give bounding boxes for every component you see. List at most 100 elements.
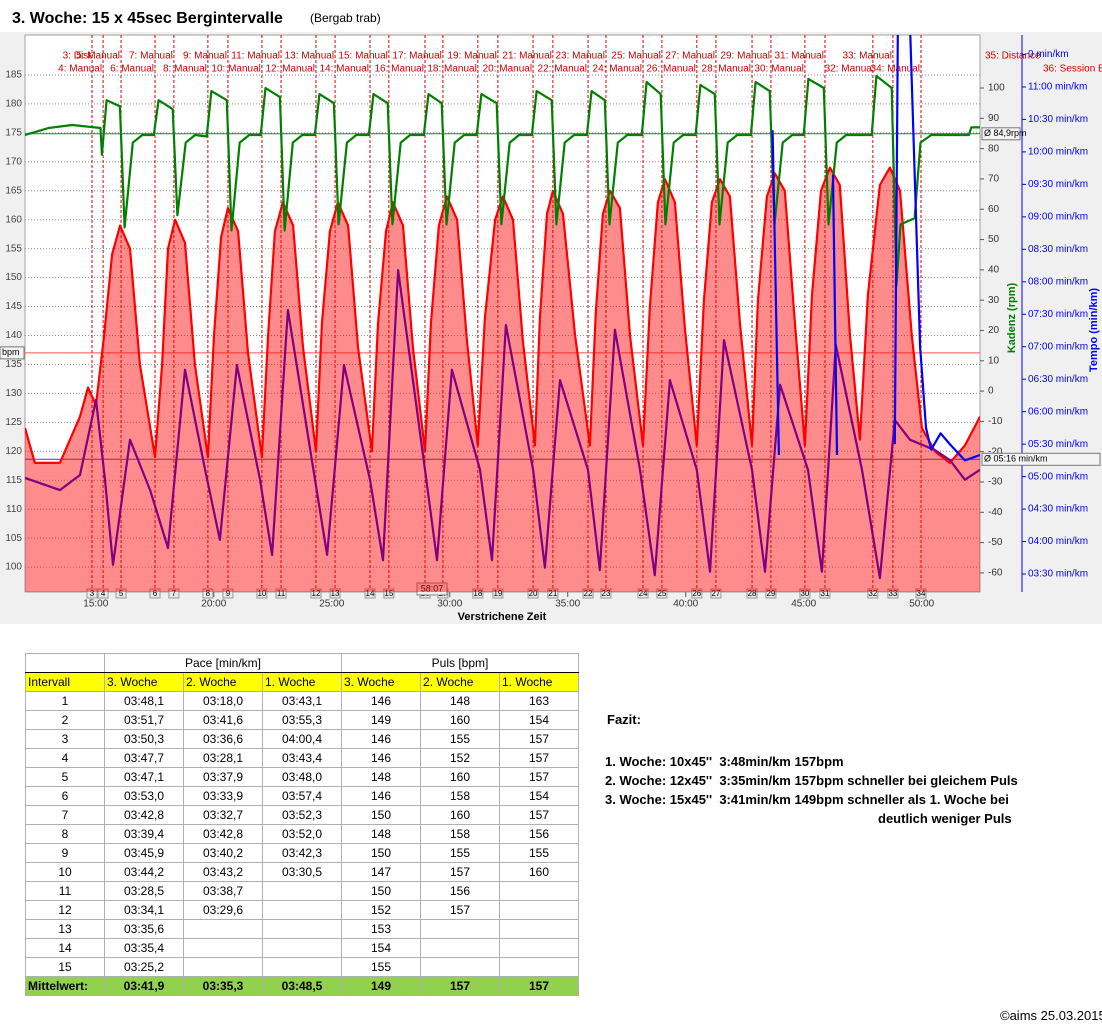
y-tick-label: 100 — [5, 562, 22, 573]
lap-number-box — [310, 588, 322, 599]
copyright: ©aims 25.03.2015 — [1000, 1008, 1102, 1023]
y2-tick-label: 40 — [988, 265, 1000, 276]
lap-number: 23 — [602, 589, 611, 598]
table-cell: 03:35,3 — [183, 976, 263, 996]
y3-tick-label: 04:30 min/km — [1028, 504, 1088, 515]
reference-label-box — [981, 452, 1101, 466]
table-cell — [262, 938, 342, 958]
lap-number-box — [710, 588, 722, 599]
y3-tick-label: 11:00 min/km — [1028, 82, 1087, 93]
table-cell: 03:34,1 — [104, 900, 184, 920]
lap-number: 9 — [226, 589, 231, 598]
table-cell: 03:30,5 — [262, 862, 342, 882]
table-cell: 11 — [25, 881, 105, 901]
lap-marker-label: 18: Manual — [427, 64, 476, 75]
table-row: 2 03:51,7 03:41,6 03:55,3 149 160 154 — [25, 710, 579, 730]
table-cell — [183, 957, 263, 977]
table-cell: 5 — [25, 767, 105, 787]
lap-number: 25 — [657, 589, 666, 598]
lap-marker-label: 32: Manua — [825, 64, 873, 75]
table-cell: 03:42,8 — [183, 824, 263, 844]
lap-marker-label: 15: Manual — [338, 51, 387, 62]
table-cell — [499, 919, 579, 939]
table-cell: 155 — [499, 843, 579, 863]
y2-tick-label: 100 — [988, 83, 1005, 94]
y-tick-label: 125 — [5, 417, 22, 428]
table-row: 4 03:47,7 03:28,1 03:43,4 146 152 157 — [25, 748, 579, 768]
y3-tick-label: 05:30 min/km — [1028, 439, 1088, 450]
lap-number: 4 — [101, 589, 106, 598]
y-tick-label: 150 — [5, 272, 22, 283]
line — [25, 269, 980, 580]
y2-tick-label: 70 — [988, 174, 1000, 185]
lap-marker-label: 10: Manual — [211, 64, 260, 75]
table-cell: 150 — [341, 881, 421, 901]
cursor-box — [416, 582, 448, 596]
lap-number-box — [867, 588, 879, 599]
lap-number: 31 — [821, 589, 830, 598]
lap-number: 7 — [172, 589, 177, 598]
table-cell: 03:57,4 — [262, 786, 342, 806]
x-tick-label: 40:00 — [673, 599, 698, 610]
table-cell: 147 — [341, 862, 421, 882]
table-cell: 160 — [420, 710, 500, 730]
y2-tick-label: 50 — [988, 234, 1000, 245]
table-cell: 15 — [25, 957, 105, 977]
table-cell: 4 — [25, 748, 105, 768]
y3-tick-label: 08:30 min/km — [1028, 244, 1088, 255]
table-cell: 03:53,0 — [104, 786, 184, 806]
table-cell: 157 — [499, 729, 579, 749]
fazit-text: deutlich weniger Puls — [878, 811, 1012, 826]
lap-number-box — [600, 588, 612, 599]
cursor-label: 58:07 — [421, 583, 444, 593]
y-tick-label: 155 — [5, 243, 22, 254]
table-cell: 157 — [420, 862, 500, 882]
chart: 1001051101151201251301351401451501551601… — [0, 32, 1102, 624]
lap-marker-label: 9: Manual — [183, 51, 227, 62]
lap-number-box — [97, 588, 109, 599]
table-cell: 148 — [341, 824, 421, 844]
lap-number: 11 — [277, 589, 286, 598]
table-row: 3 03:50,3 03:36,6 04:00,4 146 155 157 — [25, 729, 579, 749]
table-cell: 8 — [25, 824, 105, 844]
table-cell: 04:00,4 — [262, 729, 342, 749]
y3-tick-label: 06:00 min/km — [1028, 406, 1088, 417]
title: 3. Woche: 15 x 45sec Bergintervalle — [12, 10, 283, 27]
y-tick-label: 130 — [5, 388, 22, 399]
fazit-text: 1. Woche: 10x45'' 3:48min/km 157bpm — [605, 754, 844, 769]
table-cell: 13 — [25, 919, 105, 939]
table-cell: 03:37,9 — [183, 767, 263, 787]
table-cell: Intervall — [25, 672, 105, 692]
lap-marker-label: 11: Manual — [231, 51, 280, 62]
table-cell: 10 — [25, 862, 105, 882]
table-cell: 2 — [25, 710, 105, 730]
lap-number: 8 — [206, 589, 211, 598]
line — [25, 166, 980, 464]
table-cell — [262, 957, 342, 977]
table-row: Mittelwert: 03:41,9 03:35,3 03:48,5 149 157 15… — [25, 976, 579, 996]
table-row: 13 03:35,6 153 — [25, 919, 579, 939]
y2-tick-label: 30 — [988, 295, 1000, 306]
y2-tick-label: 10 — [988, 355, 1000, 366]
lap-marker-label: 16: Manual — [374, 64, 423, 75]
y2-tick-label: 0 — [988, 386, 994, 397]
table-cell: 157 — [499, 976, 579, 996]
lap-number: 19 — [493, 589, 502, 598]
series-layer — [25, 35, 980, 592]
lap-marker-label: 23: Manual — [555, 51, 604, 62]
table-cell: 152 — [341, 900, 421, 920]
fazit-text: 3. Woche: 15x45'' 3:41min/km 149bpm schn… — [605, 792, 1009, 807]
lap-number: 30 — [800, 589, 809, 598]
y-tick-label: 170 — [5, 156, 22, 167]
lap-number: 26 — [692, 589, 701, 598]
table-cell: 03:41,9 — [104, 976, 184, 996]
lap-marker-label: 14: Manual — [320, 64, 369, 75]
table-cell — [183, 919, 263, 939]
table-cell: 03:33,9 — [183, 786, 263, 806]
table-cell: 03:48,5 — [262, 976, 342, 996]
lap-number-box — [527, 588, 539, 599]
lap-marker-label: 29: Manual — [720, 51, 769, 62]
subtitle: (Bergab trab) — [310, 11, 381, 25]
table-cell: 03:43,2 — [183, 862, 263, 882]
